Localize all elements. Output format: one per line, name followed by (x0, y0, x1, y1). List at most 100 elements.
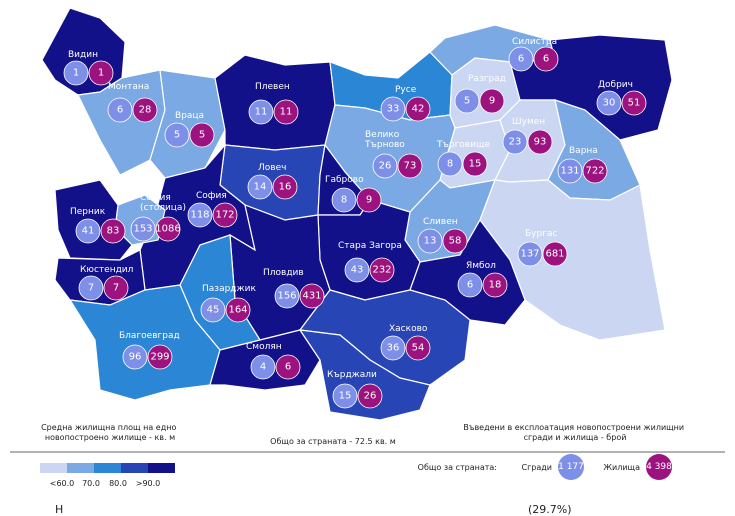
legend-buildings-total: 1 177 (558, 462, 584, 472)
buildings-circle (250, 354, 276, 380)
dwellings-circle (88, 60, 114, 86)
dwellings-count: 73 (404, 161, 417, 172)
scale-label: 70.0 (82, 479, 100, 488)
dwellings-circle (533, 46, 559, 72)
region-name-label: Кърджали (327, 370, 377, 380)
region-kardzhali[interactable] (298, 329, 431, 421)
buildings-circle (78, 275, 104, 301)
buildings-circle (247, 174, 273, 200)
buildings-circle (557, 158, 583, 184)
buildings-circle (332, 383, 358, 409)
dwellings-count: 299 (150, 352, 169, 363)
region-name-label: Сливен (423, 217, 458, 227)
buildings-count: 156 (277, 291, 296, 302)
legend-right-title: Въведени в експлоатация новопостроени жи… (463, 423, 686, 442)
buildings-count: 8 (341, 195, 347, 206)
region-name-label: Благоевград (119, 331, 180, 341)
buildings-count: 14 (254, 182, 267, 193)
dwellings-count: 11 (280, 107, 293, 118)
buildings-count: 6 (467, 280, 473, 291)
legend-right-title-line1: Въведени в експлоатация новопостроени жи… (463, 423, 684, 432)
buildings-count: 43 (351, 265, 364, 276)
dwellings-circle (155, 216, 181, 242)
buildings-count: 6 (518, 54, 524, 65)
dwellings-count: 5 (199, 130, 205, 141)
buildings-count: 23 (509, 137, 522, 148)
buildings-count: 30 (603, 98, 616, 109)
region-name-label: Габрово (325, 175, 364, 185)
region-name-label: Ловеч (258, 163, 286, 173)
buildings-count: 36 (387, 343, 400, 354)
dwellings-count: 54 (412, 343, 425, 354)
scale-swatch (148, 463, 175, 473)
buildings-circle (380, 335, 406, 361)
buildings-count: 13 (424, 236, 437, 247)
scale-label: <60.0 (50, 479, 75, 488)
legend-center-text: Общо за страната - 72.5 кв. м (270, 437, 396, 446)
buildings-circle (200, 297, 226, 323)
buildings-circle (372, 153, 398, 179)
dwellings-count: 15 (469, 159, 482, 170)
legend-scale: <60.0 70.0 80.0 >90.0 (40, 463, 175, 488)
legend-dwellings-circle (646, 454, 672, 480)
buildings-count: 118 (190, 210, 209, 221)
buildings-circle (248, 99, 274, 125)
buildings-circle (517, 241, 543, 267)
buildings-circle (274, 283, 300, 309)
buildings-count: 131 (560, 166, 579, 177)
dwellings-circle (542, 241, 568, 267)
scale-label: >90.0 (136, 479, 161, 488)
buildings-circle (187, 202, 213, 228)
dwellings-circle (442, 228, 468, 254)
legend-dwellings-total: 4 398 (646, 462, 672, 472)
buildings-count: 137 (520, 249, 539, 260)
dwellings-circle (405, 335, 431, 361)
scale-swatch (121, 463, 148, 473)
region-pleven[interactable] (214, 54, 336, 151)
scale-swatch (40, 463, 67, 473)
region-name-label: Пловдив (263, 268, 304, 278)
buildings-circle (596, 90, 622, 116)
dwellings-circle (147, 344, 173, 370)
legend: Средна жилищна площ на едно новопостроен… (10, 423, 725, 488)
buildings-circle (130, 216, 156, 242)
buildings-circle (380, 96, 406, 122)
buildings-circle (457, 272, 483, 298)
region-name-label: Шумен (512, 117, 545, 127)
dwellings-count: 28 (139, 105, 152, 116)
legend-buildings-circle (558, 454, 584, 480)
dwellings-circle (299, 283, 325, 309)
dwellings-count: 26 (364, 391, 377, 402)
dwellings-circle (582, 158, 608, 184)
region-name-label: Ямбол (466, 261, 496, 271)
buildings-count: 4 (260, 362, 266, 373)
cut-text-left: Н (55, 503, 64, 516)
buildings-count: 11 (255, 107, 268, 118)
dwellings-count: 58 (449, 236, 462, 247)
dwellings-count: 6 (543, 54, 549, 65)
region-name-label: Видин (68, 50, 98, 60)
legend-dwellings-label: Жилища (603, 463, 640, 472)
cut-text-right: (29.7%) (528, 503, 572, 516)
dwellings-count: 1086 (155, 224, 180, 235)
dwellings-circle (272, 174, 298, 200)
dwellings-circle (100, 218, 126, 244)
region-name-label: Добрич (598, 80, 633, 90)
dwellings-circle (405, 96, 431, 122)
legend-left-title-line2: новопостроено жилище - кв. м (45, 433, 175, 442)
legend-left-title: Средна жилищна площ на едно новопостроен… (41, 423, 179, 442)
region-name-label: София (196, 191, 227, 201)
buildings-count: 26 (379, 161, 392, 172)
scale-swatch (94, 463, 121, 473)
region-name-label: Русе (395, 85, 417, 95)
dwellings-count: 6 (285, 362, 291, 373)
dwellings-circle (527, 129, 553, 155)
region-name-label: Разград (468, 74, 506, 84)
buildings-circle (437, 151, 463, 177)
region-name-label: Стара Загора (338, 241, 402, 251)
buildings-circle (344, 257, 370, 283)
region-name-label: Варна (569, 146, 598, 156)
dwellings-count: 9 (489, 96, 495, 107)
